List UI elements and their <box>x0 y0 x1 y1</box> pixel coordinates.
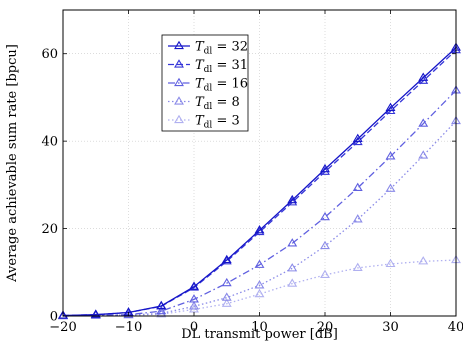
data-point <box>221 292 232 301</box>
data-point <box>254 288 265 298</box>
data-point <box>221 277 232 287</box>
y-tick-label: 20 <box>41 222 58 237</box>
y-axis-label: Average achievable sum rate [bpcu] <box>5 44 20 283</box>
data-point <box>221 298 232 307</box>
data-point <box>320 240 330 250</box>
data-point <box>254 280 265 289</box>
x-tick-label: −20 <box>49 320 76 335</box>
data-point <box>189 301 199 310</box>
data-point <box>189 281 199 290</box>
x-axis-label: DL transmit power [dB] <box>181 327 338 342</box>
x-tick-label: 10 <box>251 320 268 335</box>
legend-entry: Tdl = 31 <box>168 58 248 75</box>
series-line <box>62 120 457 317</box>
data-point <box>287 263 298 272</box>
x-tick-label: 30 <box>382 320 399 335</box>
x-tick-label: 0 <box>190 320 198 335</box>
data-point <box>287 278 298 287</box>
data-point <box>385 151 396 160</box>
data-point <box>221 254 232 264</box>
data-point <box>352 133 363 143</box>
data-point <box>418 118 429 127</box>
ticks: −20 −10 0 10 20 30 40 0 20 40 60 <box>41 10 463 335</box>
y-tick-label: 0 <box>50 310 58 325</box>
legend-marker <box>174 40 184 50</box>
data-point <box>352 214 363 223</box>
data-point <box>254 226 265 236</box>
y-tick-label: 60 <box>41 47 58 62</box>
data-point <box>287 238 298 247</box>
series-line <box>62 89 457 317</box>
data-point <box>221 256 232 265</box>
data-point <box>287 194 298 204</box>
legend-label: Tdl = 31 <box>195 58 248 75</box>
data-point <box>123 309 134 318</box>
data-point <box>385 102 396 111</box>
legend-marker <box>174 96 184 105</box>
legend-label: Tdl = 8 <box>195 95 240 112</box>
data-point <box>385 258 396 268</box>
data-point <box>352 182 363 191</box>
legend-label: Tdl = 32 <box>195 40 248 57</box>
data-point <box>418 150 429 159</box>
y-tick-label: 40 <box>41 135 58 150</box>
legend-marker <box>174 59 184 68</box>
legend-entry: Tdl = 3 <box>168 114 240 131</box>
data-point <box>254 259 265 268</box>
data-point <box>320 211 330 221</box>
legend-marker <box>174 114 184 124</box>
legend-entry: Tdl = 8 <box>168 95 240 112</box>
legend-marker <box>174 77 184 87</box>
legend-label: Tdl = 16 <box>195 77 248 94</box>
data-point <box>58 310 68 319</box>
data-point <box>320 269 330 278</box>
data-point <box>156 305 167 315</box>
data-point <box>418 256 429 265</box>
legend-entry: Tdl = 16 <box>168 77 248 94</box>
data-point <box>90 309 101 318</box>
data-point <box>320 163 330 173</box>
legend-entry: Tdl = 32 <box>168 40 248 57</box>
data-point <box>418 72 429 81</box>
data-point <box>352 262 363 271</box>
data-point <box>189 294 199 303</box>
data-point <box>156 300 167 310</box>
data-point <box>254 225 265 234</box>
data-point <box>385 183 396 192</box>
x-tick-label: 20 <box>317 320 334 335</box>
x-tick-label: 40 <box>448 320 463 335</box>
x-tick-label: −10 <box>115 320 142 335</box>
legend-label: Tdl = 3 <box>195 114 240 131</box>
